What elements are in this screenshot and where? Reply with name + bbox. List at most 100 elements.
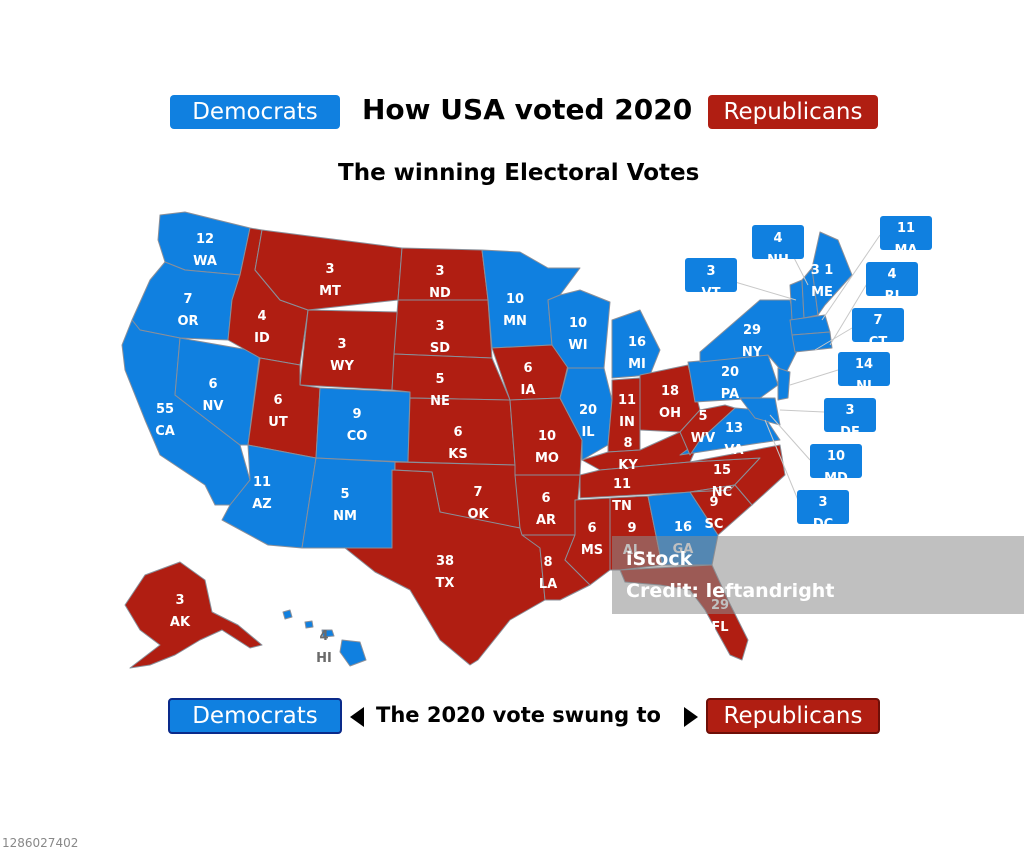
republicans-legend-bottom: Republicans bbox=[706, 698, 880, 734]
state-hi-3 bbox=[321, 629, 335, 638]
state-votes-vt: 3 bbox=[706, 264, 715, 279]
callout-box-ct bbox=[852, 308, 904, 342]
state-abbr-il: IL bbox=[581, 425, 594, 440]
state-votes-pa: 20 bbox=[721, 365, 739, 380]
state-nj bbox=[777, 367, 791, 401]
state-votes-oh: 18 bbox=[661, 384, 679, 399]
state-votes-la: 8 bbox=[543, 555, 552, 570]
state-abbr-fl: FL bbox=[711, 620, 728, 635]
state-votes-wy: 3 bbox=[337, 337, 346, 352]
leader-line bbox=[789, 369, 839, 386]
state-votes-me: 3 1 bbox=[811, 263, 834, 278]
state-abbr-me: ME bbox=[811, 285, 833, 300]
watermark-logo: iStock bbox=[626, 548, 693, 570]
state-abbr-co: CO bbox=[347, 429, 368, 444]
state-abbr-wy: WY bbox=[330, 359, 354, 374]
democrats-legend-top: Democrats bbox=[170, 95, 340, 129]
state-me bbox=[811, 231, 853, 316]
callout-box-ri bbox=[866, 262, 918, 296]
state-abbr-ak: AK bbox=[170, 615, 191, 630]
state-abbr-mn: MN bbox=[503, 314, 527, 329]
state-co bbox=[315, 387, 411, 463]
state-abbr-md: MD bbox=[824, 471, 848, 486]
state-de-md bbox=[739, 397, 781, 426]
state-votes-wv: 5 bbox=[698, 409, 707, 424]
state-votes-ia: 6 bbox=[523, 361, 532, 376]
state-votes-nj: 14 bbox=[855, 357, 873, 372]
state-votes-mt: 3 bbox=[325, 262, 334, 277]
callout-box-nj bbox=[838, 352, 890, 386]
state-votes-az: 11 bbox=[253, 475, 271, 490]
callout-box-md bbox=[810, 444, 862, 478]
state-abbr-ct: CT bbox=[869, 335, 888, 350]
state-abbr-de: DE bbox=[840, 425, 860, 440]
state-abbr-oh: OH bbox=[659, 406, 681, 421]
state-votes-tx: 38 bbox=[436, 554, 454, 569]
state-abbr-va: VA bbox=[724, 443, 743, 458]
state-abbr-mo: MO bbox=[535, 451, 559, 466]
state-abbr-la: LA bbox=[539, 577, 557, 592]
state-votes-ct: 7 bbox=[873, 313, 882, 328]
state-votes-ri: 4 bbox=[887, 267, 896, 282]
state-ne bbox=[391, 353, 511, 401]
map-title: How USA voted 2020 bbox=[362, 93, 693, 126]
state-abbr-ks: KS bbox=[448, 447, 467, 462]
image-id: 1286027402 bbox=[2, 836, 79, 850]
leader-line bbox=[769, 414, 811, 461]
state-votes-al: 9 bbox=[627, 521, 636, 536]
callout-box-dc bbox=[797, 490, 849, 524]
state-hi-4 bbox=[339, 639, 367, 667]
state-ct-ri bbox=[791, 331, 833, 353]
state-votes-ar: 6 bbox=[541, 491, 550, 506]
state-abbr-tn: TN bbox=[612, 499, 632, 514]
state-votes-nv: 6 bbox=[208, 377, 217, 392]
leader-line bbox=[764, 419, 799, 501]
state-votes-ma: 11 bbox=[897, 221, 915, 236]
leader-line bbox=[821, 234, 881, 321]
state-votes-ok: 7 bbox=[473, 485, 482, 500]
state-votes-mn: 10 bbox=[506, 292, 524, 307]
state-votes-tn: 11 bbox=[613, 477, 631, 492]
state-votes-in: 11 bbox=[618, 393, 636, 408]
state-votes-ga: 16 bbox=[674, 520, 692, 535]
state-hi-2 bbox=[304, 620, 314, 629]
arrow-right-icon bbox=[684, 707, 698, 727]
state-votes-hi: 4 bbox=[319, 629, 328, 644]
leader-line bbox=[814, 327, 853, 351]
state-ny bbox=[699, 299, 801, 376]
state-votes-nd: 3 bbox=[435, 264, 444, 279]
leader-line bbox=[779, 409, 825, 413]
state-votes-ks: 6 bbox=[453, 425, 462, 440]
watermark-credit: Credit: leftandright bbox=[626, 580, 835, 602]
state-ak bbox=[124, 561, 263, 669]
swing-caption: The 2020 vote swung to bbox=[376, 703, 661, 727]
state-abbr-nd: ND bbox=[429, 286, 451, 301]
state-mi bbox=[611, 309, 661, 379]
state-abbr-mt: MT bbox=[319, 284, 341, 299]
state-wy bbox=[299, 309, 399, 391]
state-abbr-sc: SC bbox=[705, 517, 724, 532]
state-votes-de: 3 bbox=[845, 403, 854, 418]
state-abbr-tx: TX bbox=[436, 576, 455, 591]
republicans-legend-top: Republicans bbox=[708, 95, 878, 129]
state-abbr-nm: NM bbox=[333, 509, 357, 524]
state-abbr-vt: VT bbox=[702, 286, 721, 301]
leader-line bbox=[734, 281, 797, 301]
state-abbr-nj: NJ bbox=[856, 379, 872, 394]
state-abbr-ar: AR bbox=[536, 513, 556, 528]
callout-box-de bbox=[824, 398, 876, 432]
state-votes-wi: 10 bbox=[569, 316, 587, 331]
state-abbr-ia: IA bbox=[521, 383, 536, 398]
state-votes-ak: 3 bbox=[175, 593, 184, 608]
state-votes-or: 7 bbox=[183, 292, 192, 307]
state-abbr-nv: NV bbox=[203, 399, 224, 414]
state-votes-il: 20 bbox=[579, 403, 597, 418]
state-votes-va: 13 bbox=[725, 421, 743, 436]
state-il bbox=[559, 367, 613, 461]
state-votes-ut: 6 bbox=[273, 393, 282, 408]
state-abbr-nh: NH bbox=[767, 253, 789, 268]
state-abbr-ok: OK bbox=[467, 507, 489, 522]
state-nm bbox=[301, 457, 396, 549]
state-votes-nh: 4 bbox=[773, 231, 782, 246]
